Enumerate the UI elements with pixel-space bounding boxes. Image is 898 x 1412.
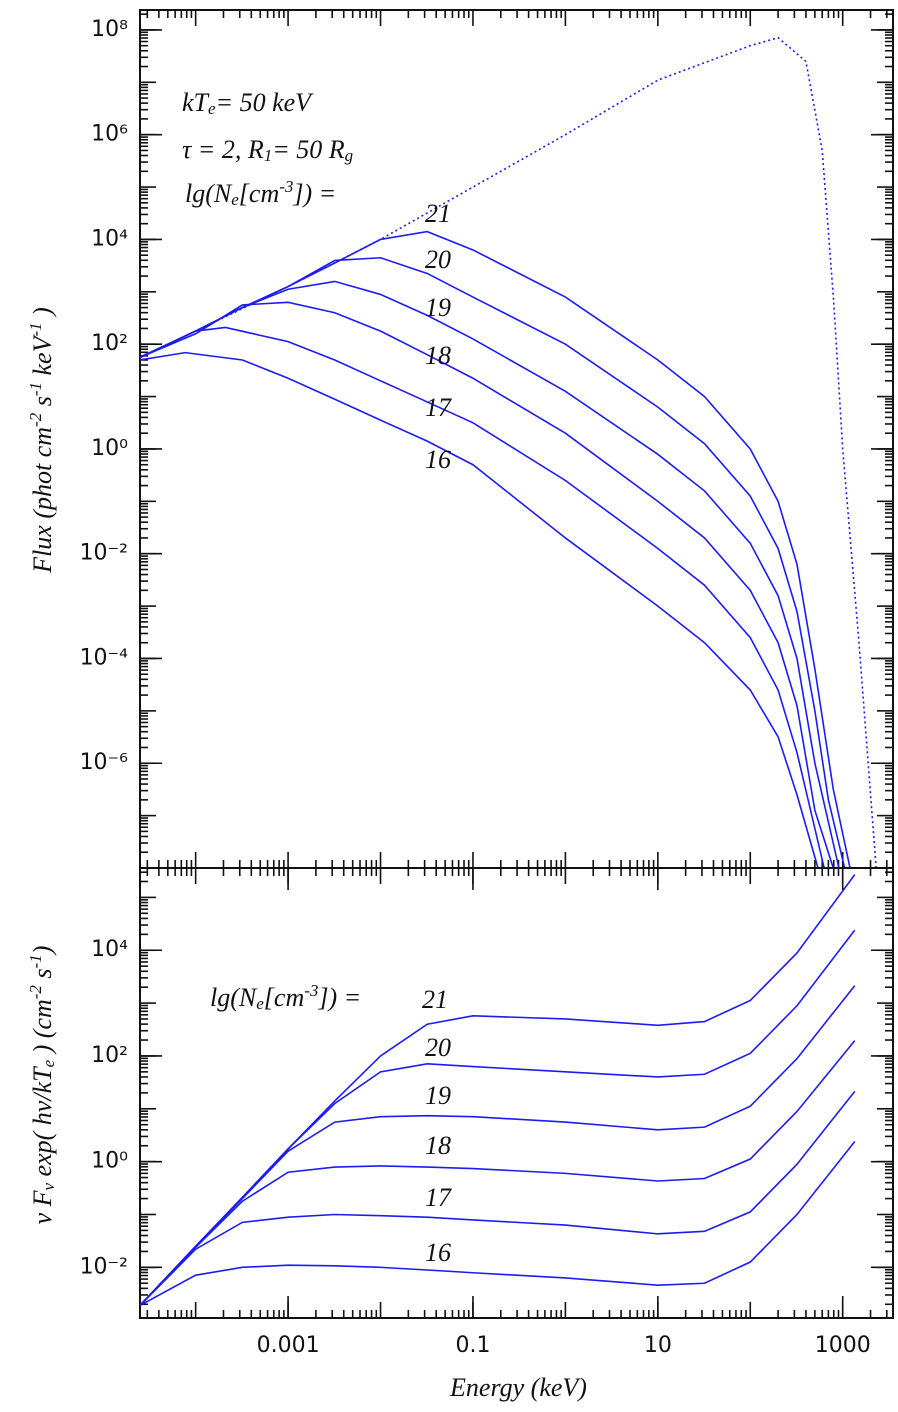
- curve: [139, 36, 877, 869]
- text-part: ]) =: [292, 179, 336, 208]
- y-tick-label: 10⁰: [91, 1149, 128, 1174]
- x-axis-label: Energy (keV): [449, 1373, 587, 1402]
- text-part: e: [256, 994, 264, 1013]
- text-part: ) (cm: [28, 999, 57, 1060]
- text-part: s: [28, 396, 57, 413]
- text-part: [cm: [264, 983, 304, 1012]
- text-part: lg(N: [185, 179, 233, 208]
- curve-label: 16: [425, 1238, 451, 1267]
- curve-label: 17: [425, 1183, 452, 1212]
- annotation: lg(Ne[cm-3]) =: [210, 981, 361, 1013]
- text-part: -1: [26, 954, 45, 968]
- y-tick-label: 10⁶: [91, 122, 128, 147]
- annotation: lg(Ne[cm-3]) =: [185, 177, 336, 209]
- text-part: lg(N: [210, 983, 258, 1012]
- y-tick-label: 10²: [91, 331, 128, 356]
- text-part: ν: [39, 1182, 58, 1190]
- curve: [139, 929, 856, 1307]
- curve: [139, 1040, 856, 1307]
- curve: [139, 230, 851, 869]
- curve-label: 20: [425, 245, 451, 274]
- x-tick-label: 10: [644, 1333, 672, 1358]
- y-tick-label: 10⁰: [91, 436, 128, 461]
- curve: [139, 326, 825, 869]
- curve: [139, 301, 835, 869]
- text-part: -3: [279, 177, 293, 196]
- y-tick-label: 10⁸: [91, 17, 128, 42]
- text-part: ]) =: [317, 983, 361, 1012]
- text-part: ν F: [28, 1189, 57, 1224]
- y-tick-label: 10⁻⁴: [80, 645, 129, 670]
- text-part: τ = 2, R: [182, 135, 264, 164]
- text-part: = 50 R: [272, 135, 345, 164]
- y-tick-label: 10⁻²: [80, 1254, 128, 1279]
- x-tick-label: 0.001: [257, 1333, 320, 1358]
- curve: [139, 985, 856, 1307]
- text-part: exp( hν/kT: [28, 1066, 57, 1183]
- curve-label: 16: [425, 445, 451, 474]
- curve: [139, 256, 846, 869]
- text-part: keV: [28, 333, 57, 382]
- text-part: -2: [26, 412, 45, 427]
- curve-label: 21: [425, 199, 451, 228]
- text-part: ): [28, 946, 57, 957]
- y-tick-label: 10⁻⁶: [80, 750, 129, 775]
- y-tick-label: 10⁴: [91, 226, 128, 251]
- text-part: -2: [26, 985, 45, 1000]
- text-part: e: [208, 99, 216, 118]
- text-part: kT: [182, 88, 210, 117]
- text-part: ): [28, 307, 57, 322]
- curve-label: 18: [425, 341, 451, 370]
- annotation: kTe= 50 keV: [182, 88, 314, 118]
- text-part: = 50 keV: [216, 88, 315, 117]
- panel: 10⁴ 10² 10⁰ 10⁻² 0.001 0.1 10 1000: [80, 867, 894, 1358]
- text-part: 1: [264, 146, 273, 165]
- plot-frame: [139, 867, 894, 1319]
- curve-label: 20: [425, 1033, 451, 1062]
- y-axis-label: ν Fν exp( hν/kTe ) (cm-2 s-1): [26, 946, 58, 1225]
- text-part: -1: [26, 382, 45, 396]
- text-part: g: [345, 146, 354, 165]
- curve: [139, 351, 819, 869]
- y-tick-label: 10⁴: [91, 937, 128, 962]
- curve-label: 18: [425, 1131, 451, 1160]
- text-part: [cm: [239, 179, 279, 208]
- y-tick-label: 10⁻²: [80, 541, 128, 566]
- x-tick-label: 0.1: [455, 1333, 490, 1358]
- panel: 10⁸ 10⁶ 10⁴ 10² 10⁰ 10⁻² 10⁻⁴ 10⁻⁶: [80, 9, 894, 869]
- curve: [139, 1090, 856, 1307]
- text-part: s: [28, 968, 57, 985]
- text-part: -1: [26, 322, 45, 336]
- curve-label: 19: [425, 293, 451, 322]
- text-part: -3: [304, 981, 318, 1000]
- text-part: Flux (phot cm: [28, 427, 57, 574]
- text-part: e: [231, 190, 239, 209]
- text-part: e: [39, 1059, 58, 1067]
- curve-label: 21: [422, 985, 448, 1014]
- curve: [139, 280, 840, 869]
- curve-label: 19: [425, 1081, 451, 1110]
- curve: [139, 1141, 856, 1307]
- curve-label: 17: [425, 393, 452, 422]
- y-axis-label: Flux (phot cm-2 s-1 keV-1 ): [26, 307, 57, 574]
- annotation: τ = 2, R1= 50 Rg: [182, 135, 353, 165]
- curve: [139, 874, 856, 1307]
- x-tick-label: 1000: [815, 1333, 871, 1358]
- y-tick-label: 10²: [91, 1043, 128, 1068]
